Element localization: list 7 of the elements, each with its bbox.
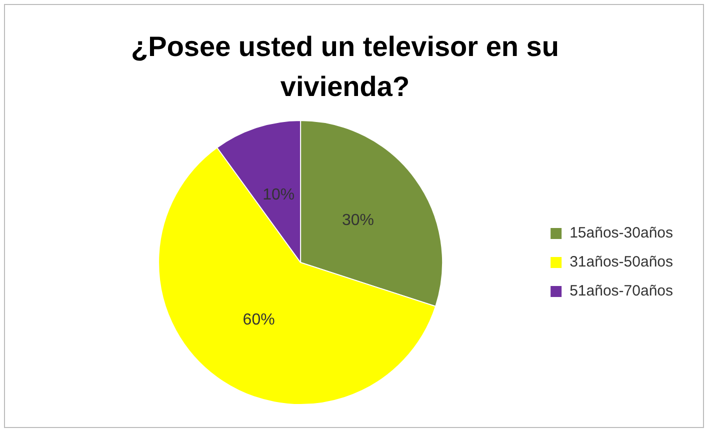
legend-label: 31años-50años — [570, 254, 674, 271]
data-label: 60% — [242, 311, 275, 328]
data-label: 10% — [262, 186, 295, 204]
legend-label: 51años-70años — [570, 282, 674, 300]
legend-label: 15años-30años — [570, 224, 674, 242]
data-label: 30% — [342, 212, 374, 230]
chart-title: ¿Posee usted un televisor en su vivienda? — [130, 30, 560, 104]
